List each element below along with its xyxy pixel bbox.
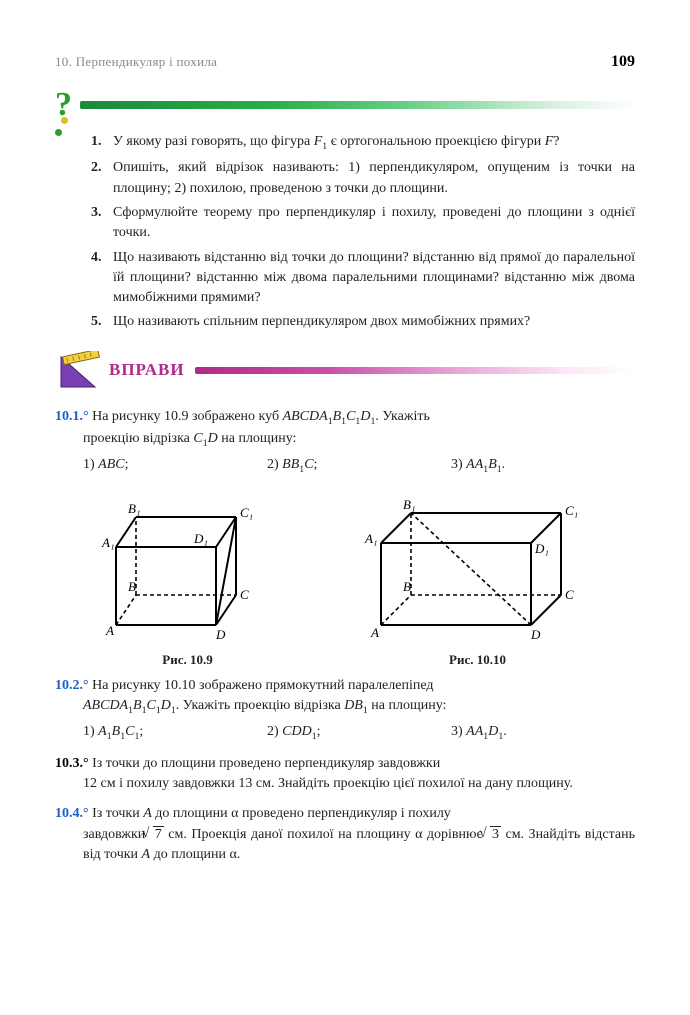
problem-text: завдовжки 7 см. Проекція даної похилої н… <box>83 825 635 866</box>
question-mark-icon: ? <box>55 91 72 118</box>
green-gradient-bar <box>80 101 635 109</box>
ruler-triangle-icon <box>55 351 103 391</box>
problem-text: На рисунку 10.10 зображено прямокутний п… <box>92 678 433 693</box>
problem-number: 10.3.° <box>55 756 89 771</box>
question-text: Що називають відстанню від точки до площ… <box>113 248 635 309</box>
problem-10-2: 10.2.° На рисунку 10.10 зображено прямок… <box>55 676 635 744</box>
questions-banner: ? <box>55 91 635 118</box>
svg-text:D: D <box>215 627 226 642</box>
svg-text:C₁: C₁ <box>240 505 253 520</box>
question-number: 4. <box>91 248 113 309</box>
svg-text:C: C <box>240 587 249 602</box>
svg-text:A₁: A₁ <box>101 535 114 550</box>
svg-text:B: B <box>128 579 136 594</box>
question-text: Сформулюйте теорему про перпендикуляр і … <box>113 203 635 244</box>
problem-text: 12 см і похилу завдовжки 13 см. Знайдіть… <box>83 774 635 794</box>
svg-text:A: A <box>105 623 114 638</box>
svg-text:C: C <box>565 587 574 602</box>
question-item: 5. Що називають спільним перпендикуляром… <box>91 312 635 332</box>
question-item: 1. У якому разі говорять, що фігура F1 є… <box>91 132 635 154</box>
question-text: Опишіть, який відрізок називають: 1) пер… <box>113 158 635 199</box>
option: 1) ABC; <box>83 455 267 477</box>
problem-10-4: 10.4.° Із точки A до площини α проведено… <box>55 804 635 865</box>
figure-caption: Рис. 10.9 <box>98 651 278 670</box>
figure-caption: Рис. 10.10 <box>363 651 593 670</box>
question-number: 3. <box>91 203 113 244</box>
option: 2) CDD1; <box>267 722 451 744</box>
question-item: 2. Опишіть, який відрізок називають: 1) … <box>91 158 635 199</box>
svg-text:D₁: D₁ <box>534 541 549 556</box>
problem-10-1: 10.1.° На рисунку 10.9 зображено куб ABC… <box>55 407 635 477</box>
option: 2) BB1C; <box>267 455 451 477</box>
problem-options: 1) A1B1C1; 2) CDD1; 3) AA1D1. <box>83 722 635 744</box>
question-number: 5. <box>91 312 113 332</box>
question-number: 1. <box>91 132 113 154</box>
question-list: 1. У якому разі говорять, що фігура F1 є… <box>91 132 635 332</box>
problem-text: проекцію відрізка C1D на площину: <box>83 429 635 451</box>
question-item: 4. Що називають відстанню від точки до п… <box>91 248 635 309</box>
page-header: 10. Перпендикуляр і похила 109 <box>55 50 635 73</box>
option: 3) AA1B1. <box>451 455 635 477</box>
svg-text:A₁: A₁ <box>364 531 377 546</box>
question-text: Що називають спільним перпендикуляром дв… <box>113 312 635 332</box>
figures-row: A D C B A₁ D₁ C₁ B₁ Рис. 10.9 <box>55 495 635 670</box>
chapter-title: 10. Перпендикуляр і похила <box>55 53 217 72</box>
svg-text:A: A <box>370 625 379 640</box>
problem-number: 10.2.° <box>55 678 89 693</box>
problem-text: На рисунку 10.9 зображено куб ABCDA1B1C1… <box>92 409 430 424</box>
svg-text:B₁: B₁ <box>403 497 415 512</box>
exercises-banner: ВПРАВИ <box>55 351 635 391</box>
problem-10-3: 10.3.° Із точки до площини проведено пер… <box>55 754 635 795</box>
option: 1) A1B1C1; <box>83 722 267 744</box>
problem-number: 10.1.° <box>55 409 89 424</box>
svg-text:C₁: C₁ <box>565 503 578 518</box>
pink-gradient-bar <box>195 367 635 374</box>
svg-text:D₁: D₁ <box>193 531 208 546</box>
exercises-label: ВПРАВИ <box>109 358 185 383</box>
option: 3) AA1D1. <box>451 722 635 744</box>
problem-text: ABCDA1B1C1D1. Укажіть проекцію відрізка … <box>83 696 635 718</box>
question-number: 2. <box>91 158 113 199</box>
problem-text: Із точки A до площини α проведено перпен… <box>92 806 451 821</box>
svg-text:D: D <box>530 627 541 642</box>
page-number: 109 <box>611 50 635 73</box>
svg-text:B: B <box>403 579 411 594</box>
problem-text: Із точки до площини проведено перпендику… <box>92 756 440 771</box>
question-text: У якому разі говорять, що фігура F1 є ор… <box>113 132 635 154</box>
figure-10-9: A D C B A₁ D₁ C₁ B₁ Рис. 10.9 <box>98 495 278 670</box>
problem-options: 1) ABC; 2) BB1C; 3) AA1B1. <box>83 455 635 477</box>
problem-number: 10.4.° <box>55 806 89 821</box>
svg-text:B₁: B₁ <box>128 501 140 516</box>
question-item: 3. Сформулюйте теорему про перпендикуляр… <box>91 203 635 244</box>
figure-10-10: A D C B A₁ D₁ C₁ B₁ Рис. 10.10 <box>363 495 593 670</box>
